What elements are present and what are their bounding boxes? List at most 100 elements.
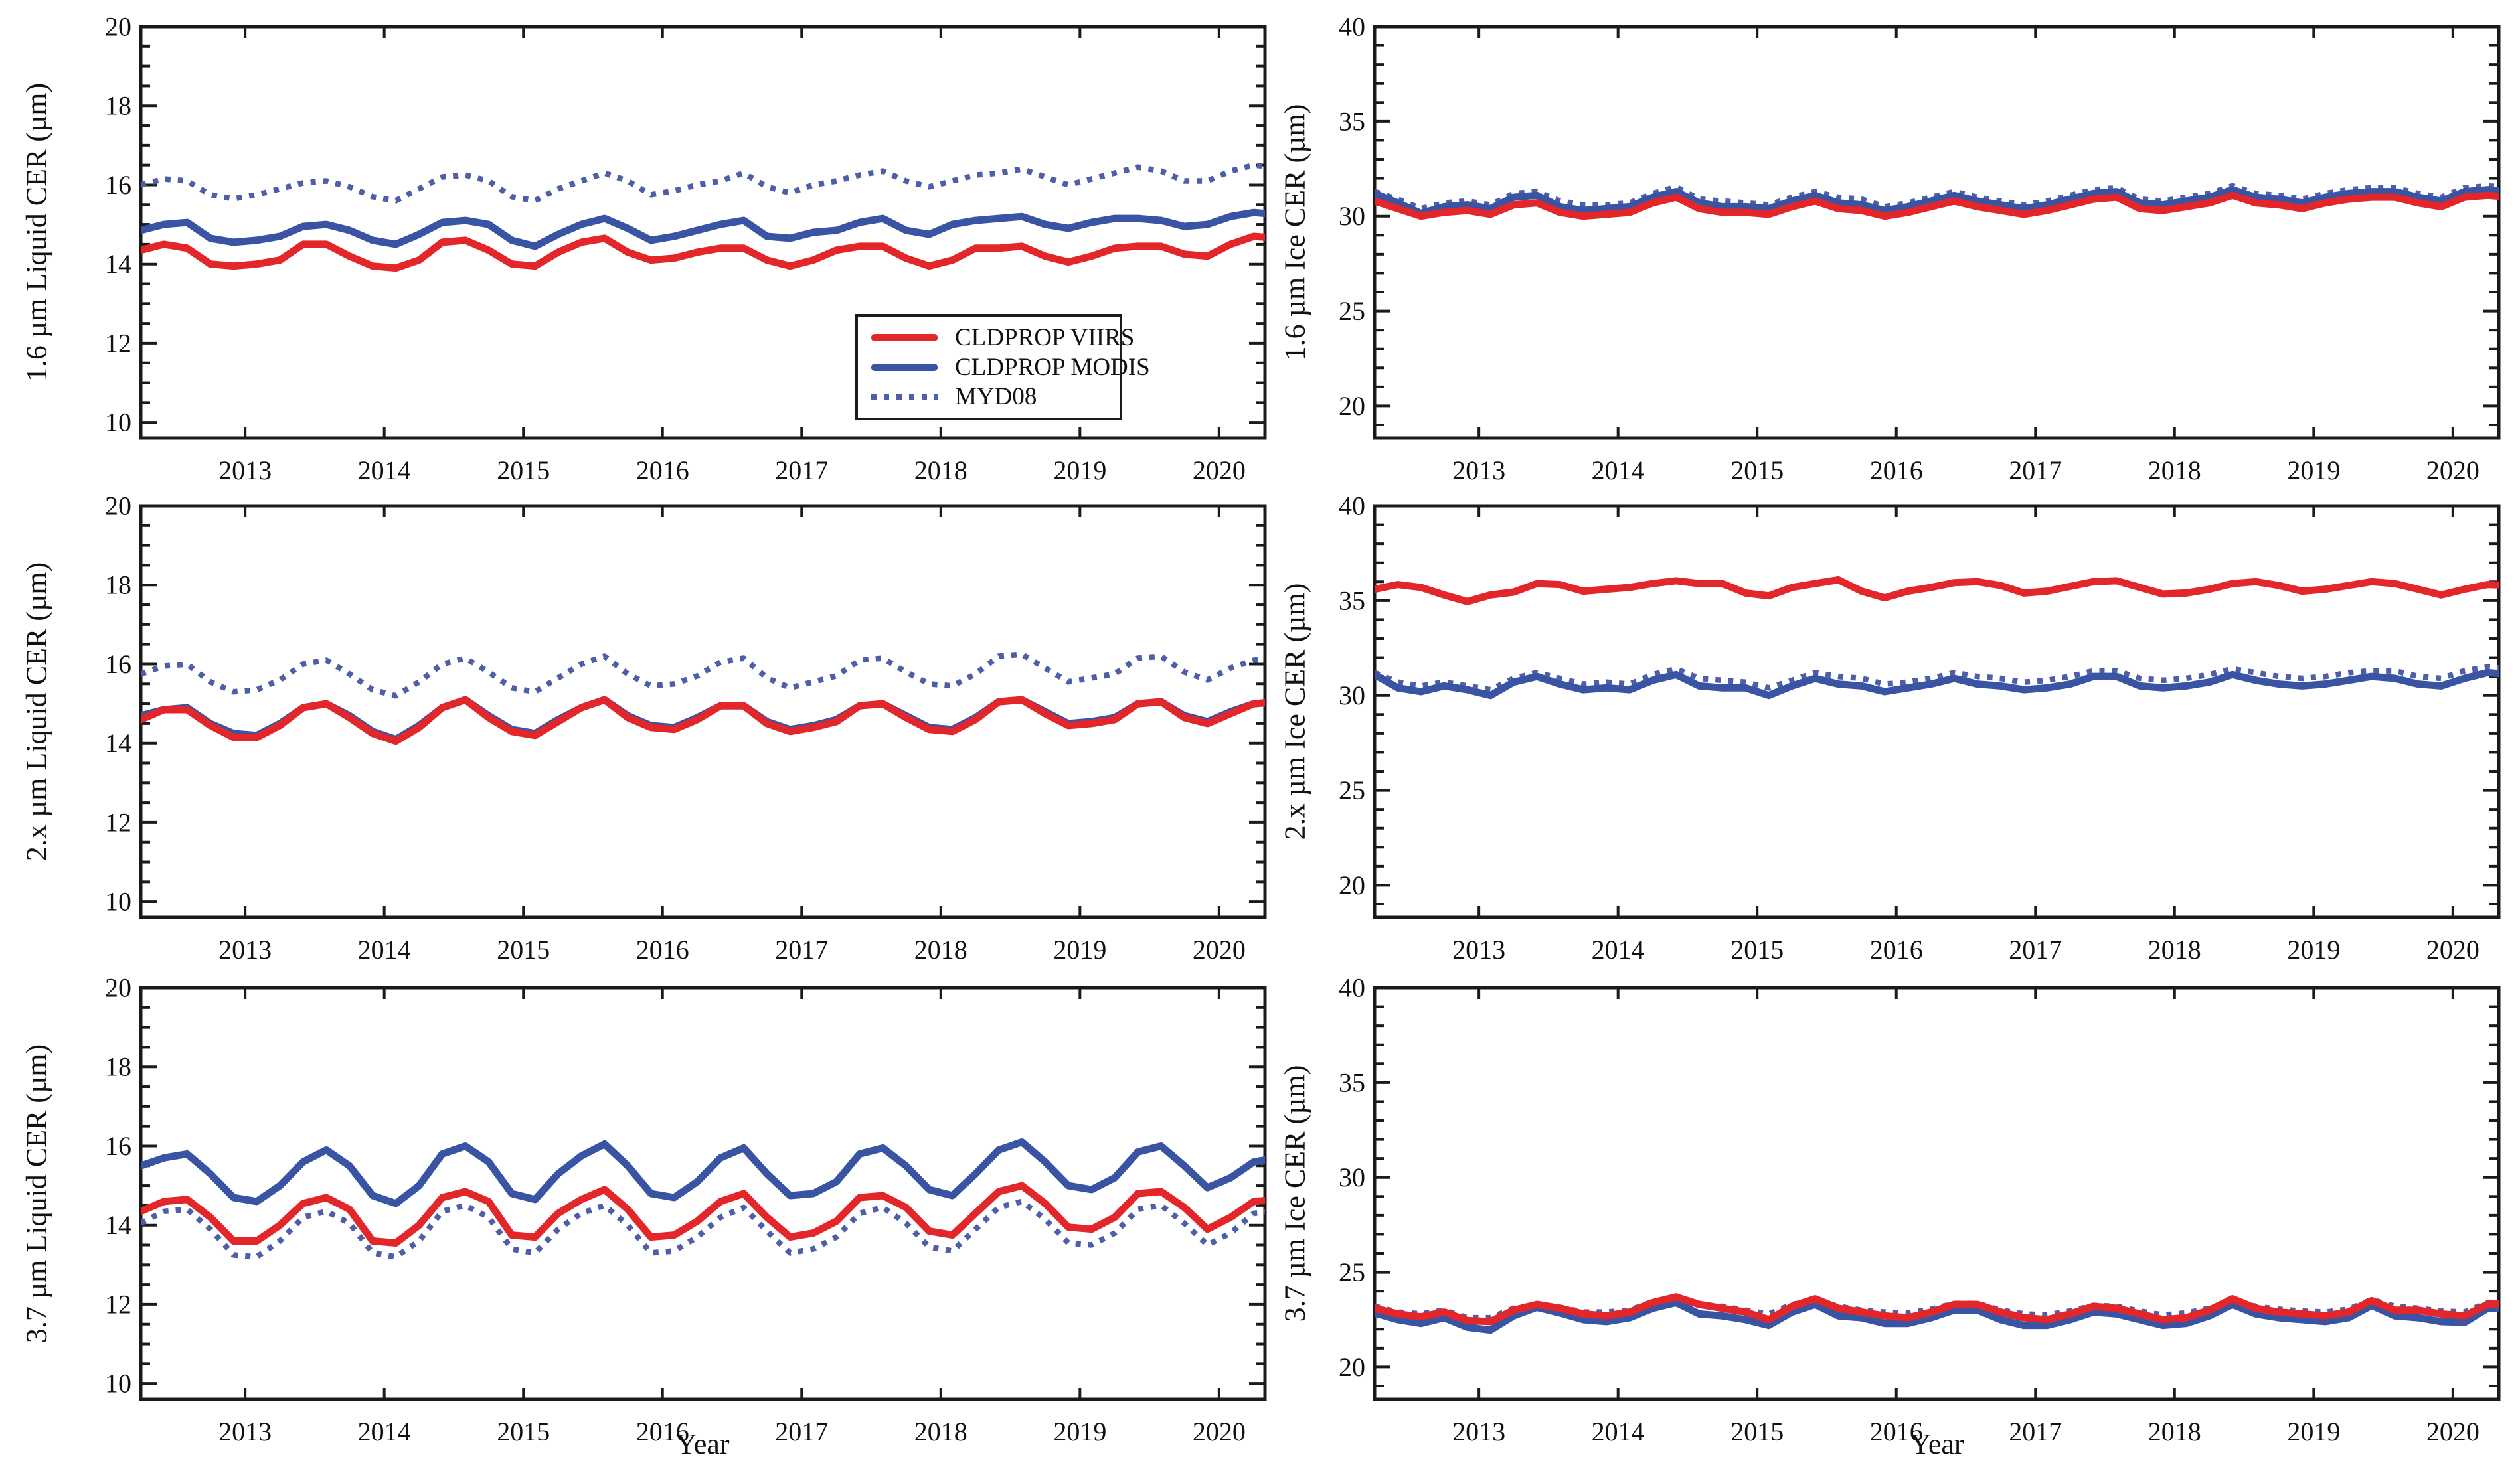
y-tick-label: 10 [105,408,131,437]
y-tick-label: 30 [1339,1162,1365,1192]
y-tick-label: 16 [105,170,131,200]
x-tick-label: 2015 [1730,1417,1784,1446]
x-tick-label: 2014 [1592,935,1645,965]
panel-3: 20 25 30 35 40 2013 2014 2015 2016 2017 2018 2019 20… [1279,491,2501,965]
panel-2: 10 12 14 16 18 20 2013 2014 2015 2016 2017 2018 2019… [21,491,1267,965]
x-tick-label: 2014 [358,935,411,965]
plot-frame [1373,986,2501,1401]
y-tick-label: 14 [105,1210,131,1240]
y-tick-label: 20 [1339,1352,1365,1382]
x-tick-label: 2017 [775,1417,828,1446]
legend-item-modis: CLDPROP MODIS [871,355,1150,380]
plot-frame [1373,504,2501,919]
legend-label-viirs: CLDPROP VIIRS [955,324,1135,352]
x-tick-label: 2017 [2009,1417,2062,1446]
y-tick-label: 12 [105,1289,131,1319]
plot-frame [1373,25,2501,440]
legend-item-viirs: CLDPROP VIIRS [871,325,1134,350]
x-tick-label: 2017 [2009,455,2062,485]
x-tick-label: 2017 [2009,935,2062,965]
y-tick-label: 20 [105,491,131,521]
modis-line-swatch-icon [871,363,938,371]
y-axis-title: 2.x µm Ice CER (µm) [1279,584,1311,840]
x-tick-label: 2014 [358,1417,411,1446]
x-tick-label: 2013 [218,935,272,965]
series-line-cldprop-viirs [1375,576,2499,605]
x-tick-label: 2016 [1870,935,1923,965]
y-tick-label: 18 [105,1052,131,1082]
y-tick-label: 40 [1339,973,1365,1003]
y-axis-title: 1.6 µm Liquid CER (µm) [21,83,53,382]
x-tick-label: 2019 [1053,1417,1106,1446]
y-tick-label: 12 [105,328,131,358]
x-tick-label: 2019 [2287,455,2340,485]
x-tick-label: 2014 [1592,455,1645,485]
y-tick-label: 10 [105,1369,131,1399]
series-line-myd08 [141,651,1265,699]
x-tick-label: 2016 [1870,1417,1923,1446]
x-tick-label: 2020 [2426,1417,2479,1446]
x-tick-label: 2020 [1193,455,1246,485]
series-line-cldprop-viirs [141,696,1265,745]
x-tick-label: 2018 [914,455,967,485]
y-tick-label: 25 [1339,775,1365,805]
y-tick-label: 25 [1339,296,1365,326]
viirs-line-swatch-icon [871,334,938,342]
y-axis-title: 1.6 µm Ice CER (µm) [1279,104,1311,361]
legend-label-myd08: MYD08 [955,382,1037,410]
y-tick-label: 40 [1339,491,1365,521]
y-axis-title: 3.7 µm Ice CER (µm) [1279,1065,1311,1322]
myd08-line-swatch-icon [871,393,938,400]
x-tick-label: 2020 [1193,1417,1246,1446]
panel-4: 10 12 14 16 18 20 2013 2014 2015 2016 2017 2018 2019… [21,973,1267,1446]
series-line-cldprop-modis [1375,1298,2499,1334]
x-tick-label: 2018 [2148,1417,2201,1446]
series-line-cldprop-viirs [141,232,1265,272]
plot-frame [139,504,1267,919]
y-tick-label: 18 [105,91,131,121]
panel-5: 20 25 30 35 40 2013 2014 2015 2016 2017 2018 2019 20… [1279,973,2501,1446]
plot-frame [139,986,1267,1401]
x-tick-label: 2016 [636,455,689,485]
x-axis-title-right: Year [1910,1428,1964,1460]
x-tick-label: 2015 [497,455,550,485]
series-line-cldprop-viirs [1375,1293,2499,1326]
x-tick-label: 2016 [636,935,689,965]
x-tick-label: 2015 [497,1417,550,1446]
x-tick-label: 2013 [1452,1417,1505,1446]
y-tick-label: 20 [1339,870,1365,900]
x-axis-title-left: Year [675,1428,730,1460]
y-tick-label: 25 [1339,1257,1365,1287]
panel-0: 10 12 14 16 18 20 2013 2014 2015 2016 2017 2018 2019… [21,12,1267,485]
x-tick-label: 2017 [775,455,828,485]
y-tick-label: 35 [1339,585,1365,615]
y-axis-title: 2.x µm Liquid CER (µm) [21,562,53,861]
x-tick-label: 2018 [914,1417,967,1446]
panel-1: 20 25 30 35 40 2013 2014 2015 2016 2017 2018 2019 20… [1279,12,2501,485]
legend-item-myd08: MYD08 [871,384,1113,409]
y-tick-label: 40 [1339,12,1365,42]
x-tick-label: 2016 [636,1417,689,1446]
x-tick-label: 2019 [1053,935,1106,965]
x-tick-label: 2015 [1730,935,1784,965]
x-tick-label: 2014 [1592,1417,1645,1446]
x-tick-label: 2019 [2287,935,2340,965]
series-line-myd08 [141,1198,1265,1260]
y-axis-title: 3.7 µm Liquid CER (µm) [21,1044,53,1343]
x-tick-label: 2015 [1730,455,1784,485]
x-tick-label: 2017 [775,935,828,965]
legend: CLDPROP VIIRS CLDPROP MODIS MYD08 [855,314,1150,420]
x-tick-label: 2016 [1870,455,1923,485]
series-line-cldprop-modis [1375,186,2499,217]
y-tick-label: 20 [1339,391,1365,421]
series-line-cldprop-viirs [1375,191,2499,220]
x-tick-label: 2013 [1452,455,1505,485]
x-tick-label: 2013 [1452,935,1505,965]
series-line-cldprop-modis [1375,668,2499,700]
y-tick-label: 35 [1339,1067,1365,1097]
x-tick-label: 2018 [914,935,967,965]
x-tick-label: 2020 [2426,935,2479,965]
y-tick-label: 30 [1339,201,1365,231]
x-tick-label: 2019 [2287,1417,2340,1446]
